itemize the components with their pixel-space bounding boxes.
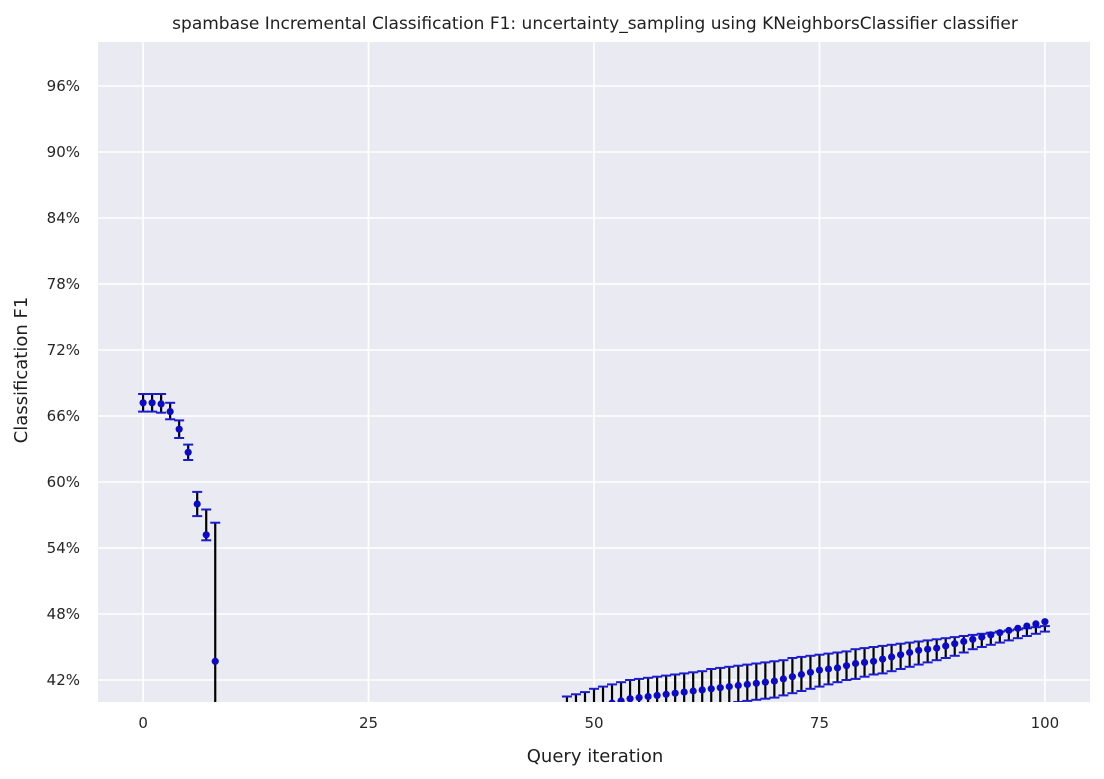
y-tick-label: 84% — [47, 209, 80, 227]
x-tick-label: 25 — [359, 714, 378, 732]
data-point — [779, 675, 787, 683]
data-point — [860, 658, 869, 667]
y-axis-label: Classification F1 — [11, 297, 32, 444]
data-point — [987, 631, 995, 639]
data-point — [590, 704, 597, 711]
data-point — [680, 688, 688, 696]
data-point — [563, 712, 570, 719]
data-point — [942, 642, 950, 650]
data-point — [193, 500, 201, 508]
chart-title: spambase Incremental Classification F1: … — [172, 14, 1018, 34]
data-point — [960, 637, 968, 646]
x-tick-label: 50 — [584, 714, 603, 732]
data-point — [662, 690, 670, 698]
data-point — [878, 655, 887, 663]
data-point — [833, 664, 842, 672]
data-point — [698, 686, 706, 694]
data-point — [770, 677, 778, 685]
y-tick-label: 96% — [47, 77, 80, 95]
data-point — [166, 408, 174, 416]
data-point — [842, 662, 851, 670]
grid — [98, 42, 1090, 702]
data-point — [806, 668, 815, 676]
data-point — [824, 665, 833, 673]
data-point — [608, 699, 616, 702]
data-point — [996, 629, 1004, 637]
y-tick-label: 54% — [47, 539, 80, 557]
data-point — [653, 691, 661, 700]
y-tick-label: 42% — [47, 671, 80, 689]
data-marks — [138, 393, 1050, 719]
y-tick-label: 60% — [47, 473, 80, 491]
data-point — [601, 701, 605, 702]
data-point — [851, 659, 860, 668]
y-tick-label: 90% — [47, 143, 80, 161]
data-point — [1023, 622, 1031, 630]
data-point — [626, 695, 634, 702]
data-point — [644, 692, 652, 701]
data-point — [572, 709, 579, 716]
data-point — [761, 678, 769, 686]
data-point — [148, 399, 156, 407]
data-point — [671, 689, 679, 697]
data-point — [815, 666, 824, 674]
data-point — [743, 680, 751, 689]
data-point — [897, 651, 905, 659]
data-point — [797, 670, 806, 679]
data-point — [933, 644, 941, 652]
data-point — [906, 648, 914, 657]
x-tick-label: 100 — [1031, 714, 1060, 732]
data-point — [175, 425, 183, 433]
data-point — [924, 645, 932, 653]
data-point — [752, 679, 760, 687]
data-point — [969, 635, 977, 643]
data-point — [1005, 626, 1013, 635]
data-point — [734, 681, 742, 690]
data-point — [716, 684, 724, 692]
tick-labels: 0 25 50 75 100 42% 48% 54% 60% 66% 72% 78% 84% 90% 96% — [47, 77, 1060, 732]
data-point — [788, 673, 797, 681]
y-tick-label: 66% — [47, 407, 80, 425]
data-point — [707, 685, 715, 693]
x-axis-label: Query iteration — [527, 746, 663, 767]
x-tick-label: 75 — [810, 714, 829, 732]
y-tick-label: 78% — [47, 275, 80, 293]
data-point — [202, 531, 210, 539]
data-point — [689, 687, 697, 695]
y-tick-label: 48% — [47, 605, 80, 623]
data-point — [915, 646, 923, 654]
data-point — [978, 633, 986, 641]
data-point — [888, 653, 896, 661]
data-point — [211, 657, 219, 665]
data-point — [617, 697, 625, 702]
data-point — [184, 448, 192, 456]
data-point — [635, 694, 643, 702]
x-tick-label: 0 — [138, 714, 148, 732]
data-point — [1014, 624, 1022, 632]
data-point — [157, 400, 165, 408]
data-point — [869, 657, 878, 665]
y-tick-label: 72% — [47, 341, 80, 359]
data-point — [951, 640, 959, 648]
data-point — [1032, 620, 1040, 628]
data-point — [725, 683, 733, 691]
data-point — [139, 399, 147, 407]
data-point — [1041, 618, 1049, 626]
